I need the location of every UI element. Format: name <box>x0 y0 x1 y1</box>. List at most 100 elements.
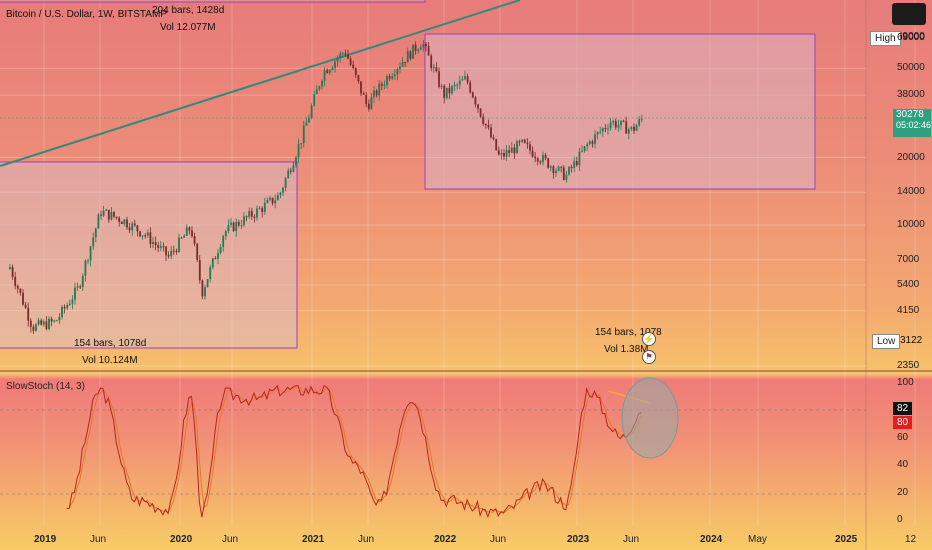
candle-body <box>321 80 323 87</box>
candle-body <box>313 94 316 106</box>
candle-body <box>53 320 56 322</box>
time-tick-label: 2020 <box>170 534 193 545</box>
candle-body <box>482 116 485 124</box>
candle-body <box>232 222 235 232</box>
highlight-circle <box>621 377 679 459</box>
candle-body <box>42 321 45 325</box>
candle-body <box>295 157 297 166</box>
low-value: 3122 <box>900 335 923 346</box>
candle-body <box>185 227 188 236</box>
candle-body <box>552 166 555 174</box>
candle-body <box>289 170 292 172</box>
candlestick-series <box>9 39 643 335</box>
candle-body <box>227 224 230 232</box>
candle-body <box>191 230 193 237</box>
low-label: Low <box>872 334 901 349</box>
candle-body <box>76 286 79 288</box>
range-boxes <box>0 0 816 349</box>
candle-body <box>383 84 386 86</box>
candle-body <box>523 139 526 143</box>
candle-body <box>427 45 430 56</box>
right-bars-annotation: 154 bars, 1078 <box>595 327 662 338</box>
candle-body <box>516 141 518 154</box>
candle-body <box>45 321 48 329</box>
candle-body <box>388 76 391 79</box>
time-tick-label: 2025 <box>835 534 858 545</box>
candle-body <box>396 68 399 75</box>
candle-body <box>622 120 625 122</box>
candle-body <box>443 85 446 98</box>
candle-body <box>562 167 565 180</box>
candle-body <box>92 237 95 247</box>
candle-body <box>328 69 331 74</box>
candle-body <box>505 150 508 157</box>
top-bars-annotation: 204 bars, 1428d <box>152 5 225 16</box>
candle-body <box>58 316 61 321</box>
stoch-d-tag: 80 <box>893 416 913 429</box>
candle-body <box>243 216 245 226</box>
candle-body <box>334 61 336 68</box>
candle-body <box>144 235 147 237</box>
candle-body <box>128 227 131 231</box>
candle-body <box>269 197 271 200</box>
candle-body <box>146 232 149 236</box>
candle-body <box>435 67 438 72</box>
candle-body <box>201 280 204 297</box>
candle-body <box>448 87 451 94</box>
candle-body <box>263 202 266 213</box>
candle-body <box>29 320 32 327</box>
candle-body <box>172 250 175 252</box>
candle-body <box>404 61 407 63</box>
candle-body <box>607 128 609 130</box>
candle-body <box>557 166 560 171</box>
candle-body <box>282 187 284 193</box>
candle-body <box>94 228 97 238</box>
last-price-tag: 30278 05:02:46 <box>893 109 931 137</box>
candle-body <box>633 126 635 131</box>
candle-body <box>344 53 347 55</box>
lightning-icon[interactable]: ⚡ <box>642 332 656 346</box>
candle-body <box>175 250 178 252</box>
candle-body <box>113 211 115 217</box>
candle-body <box>380 83 383 86</box>
candle-body <box>107 209 110 220</box>
candle-body <box>461 79 464 81</box>
candle-body <box>183 235 186 238</box>
candle-body <box>477 104 479 109</box>
candle-body <box>81 275 84 287</box>
stoch-k-line <box>66 384 642 519</box>
candle-body <box>157 244 160 248</box>
candle-body <box>508 150 511 153</box>
candle-body <box>261 208 264 213</box>
candle-body <box>89 246 92 261</box>
candle-body <box>63 306 66 309</box>
price-tick-label: 2350 <box>897 360 920 371</box>
candle-body <box>141 235 144 237</box>
candle-body <box>302 125 305 144</box>
candle-body <box>620 120 622 125</box>
candle-body <box>115 216 118 218</box>
candle-body <box>599 131 602 133</box>
candle-body <box>474 97 477 105</box>
candle-body <box>71 299 74 304</box>
candle-body <box>354 67 357 76</box>
candle-body <box>209 267 212 280</box>
candle-body <box>614 121 617 128</box>
candle-body <box>245 216 248 218</box>
candle-body <box>373 90 375 98</box>
candle-body <box>100 214 102 216</box>
candle-body <box>24 304 27 308</box>
candle-body <box>627 129 630 134</box>
candle-body <box>531 150 534 157</box>
candle-body <box>219 247 222 254</box>
trendline <box>0 0 521 167</box>
candle-body <box>37 320 40 325</box>
price-tick-label: 10000 <box>897 219 925 231</box>
candle-body <box>178 237 180 252</box>
candle-body <box>162 246 165 248</box>
flag-icon[interactable]: ⚑ <box>642 350 656 364</box>
candle-body <box>503 153 505 157</box>
candle-body <box>237 221 240 226</box>
candle-body <box>19 288 22 293</box>
